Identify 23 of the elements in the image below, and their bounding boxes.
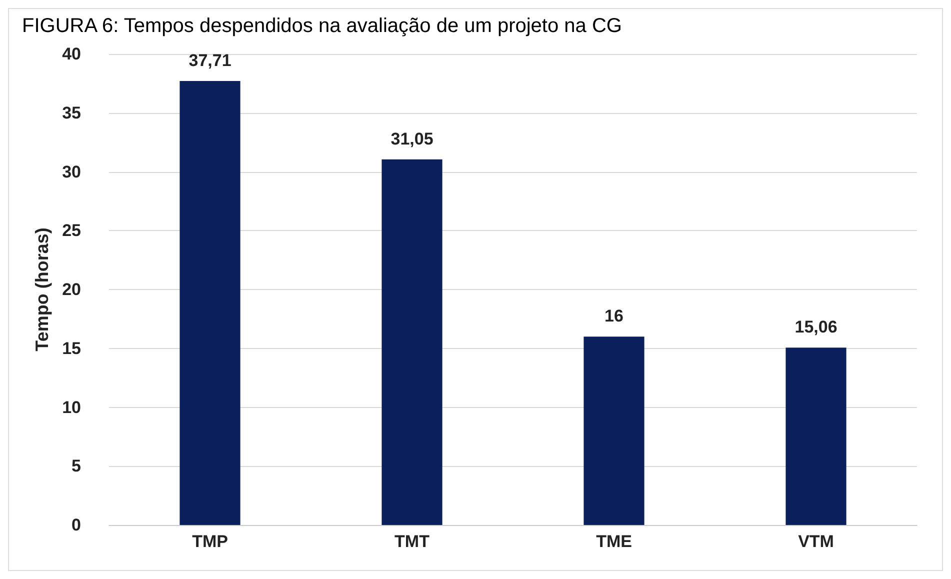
y-tick-label: 20: [62, 280, 81, 299]
y-tick-label: 40: [62, 44, 81, 64]
data-label: 16: [604, 306, 624, 326]
y-axis-title: Tempo (horas): [32, 228, 52, 352]
bar: [382, 159, 442, 525]
data-label: 37,71: [188, 50, 232, 70]
y-tick-label: 35: [62, 103, 81, 122]
x-tick-label: TMP: [192, 532, 228, 551]
x-tick-label: TME: [596, 532, 632, 551]
bar: [786, 348, 846, 525]
bar: [180, 80, 240, 525]
bar: [584, 336, 644, 525]
x-tick-label: VTM: [798, 532, 834, 551]
y-tick-label: 5: [72, 456, 81, 476]
chart-title: FIGURA 6: Tempos despendidos na avaliação de um projeto na CG: [22, 15, 622, 37]
y-tick-label: 0: [72, 516, 81, 534]
data-label: 15,06: [794, 318, 838, 337]
y-tick-label: 15: [62, 338, 81, 358]
data-label: 31,05: [390, 129, 434, 148]
x-tick-label: TMT: [394, 532, 430, 551]
y-tick-label: 30: [62, 162, 81, 182]
y-tick-label: 25: [62, 221, 81, 240]
y-tick-label: 10: [62, 398, 81, 417]
